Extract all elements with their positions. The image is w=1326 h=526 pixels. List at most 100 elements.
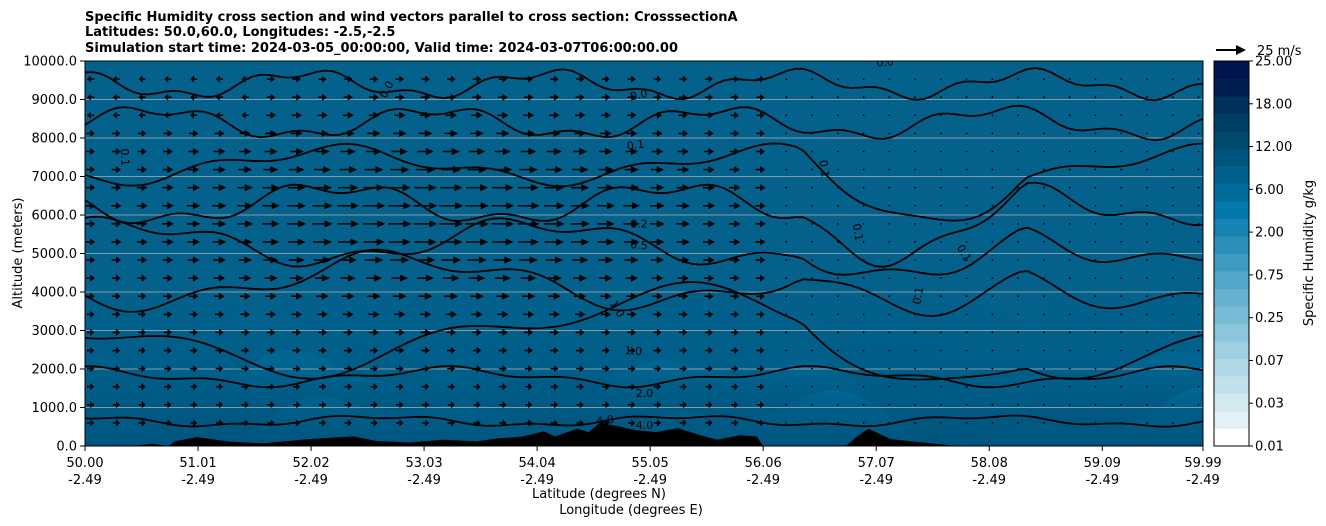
wind-vector-head — [477, 274, 486, 282]
wind-vector — [1017, 403, 1020, 406]
wind-vector-head — [373, 365, 378, 373]
wind-vector-head — [90, 147, 95, 155]
wind-vector-head — [296, 328, 302, 336]
wind-vector — [939, 313, 942, 316]
wind-vector-head — [324, 202, 333, 210]
wind-vector-head — [138, 93, 143, 101]
wind-vector-head — [167, 147, 173, 155]
wind-vector — [1146, 241, 1148, 243]
wind-vector — [836, 78, 839, 80]
wind-vector — [1094, 313, 1097, 316]
wind-vector-head — [528, 383, 533, 391]
colorbar-segment — [1214, 61, 1249, 79]
wind-vector-head — [218, 147, 226, 155]
wind-vector — [1197, 204, 1200, 207]
wind-vector-head — [323, 256, 332, 264]
wind-vector-head — [427, 166, 436, 174]
wind-vector-head — [271, 238, 280, 246]
colorbar-label: Specific Humidity g/kg — [1302, 180, 1317, 326]
wind-vector — [914, 186, 917, 189]
wind-vector — [1094, 132, 1097, 135]
wind-vector — [965, 259, 968, 261]
wind-vector — [914, 313, 917, 316]
wind-vector — [836, 313, 839, 316]
wind-vector — [785, 204, 788, 207]
wind-vector-head — [529, 166, 538, 174]
wind-vector — [939, 385, 942, 388]
y-tick-label: 2000.0 — [32, 363, 78, 378]
wind-vector — [991, 132, 994, 135]
wind-vector-head — [605, 328, 611, 336]
wind-vector — [1197, 78, 1200, 80]
wind-vector-head — [580, 256, 589, 264]
wind-vector-head — [553, 75, 559, 83]
wind-vector-head — [502, 147, 511, 155]
wind-vector-head — [553, 292, 561, 300]
contour-line — [85, 142, 1203, 222]
wind-vector-head — [708, 292, 714, 300]
wind-vector — [836, 259, 839, 261]
wind-vector-head — [218, 238, 227, 246]
wind-vector — [1017, 422, 1020, 424]
wind-vector-head — [190, 93, 195, 101]
wind-vector-head — [296, 365, 301, 373]
wind-vector-head — [322, 419, 327, 427]
wind-vector-head — [708, 419, 713, 427]
title-line-1: Specific Humidity cross section and wind… — [85, 10, 738, 25]
wind-vector — [1171, 132, 1174, 135]
wind-vector-head — [347, 292, 355, 300]
wind-vector — [1094, 222, 1097, 225]
wind-vector-head — [480, 220, 489, 228]
wind-vector-head — [193, 129, 199, 137]
wind-vector — [1146, 295, 1148, 298]
wind-vector — [836, 277, 839, 280]
wind-vector — [1068, 168, 1071, 171]
wind-vector-head — [555, 256, 564, 264]
wind-vector-head — [219, 401, 224, 409]
wind-vector — [785, 331, 788, 334]
x-tick-label-lon: -2.49 — [859, 473, 893, 488]
wind-vector-head — [115, 238, 122, 246]
wind-vector — [991, 204, 994, 207]
wind-vector-head — [556, 238, 565, 246]
wind-vector-head — [373, 328, 379, 336]
wind-vector — [914, 295, 917, 298]
wind-vector-head — [167, 292, 173, 300]
wind-vector-head — [270, 365, 275, 373]
contour-label: 0.0 — [629, 87, 649, 103]
wind-vector-head — [734, 129, 740, 137]
wind-vector-head — [218, 202, 227, 210]
wind-vector-head — [116, 419, 120, 427]
wind-vector-head — [579, 274, 588, 282]
wind-vector-head — [296, 419, 301, 427]
wind-vector — [836, 150, 839, 153]
wind-vector-head — [631, 310, 637, 318]
wind-vector-head — [656, 274, 664, 282]
wind-vector — [1120, 403, 1123, 406]
wind-vector-head — [190, 75, 195, 83]
contour-label: 0.1 — [850, 222, 866, 241]
wind-vector-head — [244, 347, 250, 355]
wind-vector — [1120, 367, 1123, 370]
colorbar-segment — [1214, 358, 1249, 377]
wind-vector-head — [506, 202, 515, 210]
wind-vector-head — [631, 147, 638, 155]
y-tick-label: 7000.0 — [32, 170, 78, 185]
wind-vector-head — [373, 75, 379, 83]
wind-vector-head — [271, 184, 280, 192]
wind-vector — [811, 295, 813, 298]
wind-vector-head — [321, 274, 330, 282]
wind-vector-head — [556, 220, 565, 228]
wind-vector-head — [399, 75, 405, 83]
wind-vector-head — [116, 401, 120, 409]
wind-vector — [888, 168, 891, 171]
wind-vector — [965, 241, 968, 243]
wind-vector-head — [528, 93, 534, 101]
contour-label: 4.0 — [636, 419, 654, 432]
wind-vector-head — [708, 147, 715, 155]
wind-vector — [811, 349, 813, 352]
wind-vector-head — [167, 220, 174, 228]
wind-vector — [1068, 114, 1071, 117]
wind-vector — [965, 114, 968, 117]
wind-vector-head — [553, 328, 559, 336]
